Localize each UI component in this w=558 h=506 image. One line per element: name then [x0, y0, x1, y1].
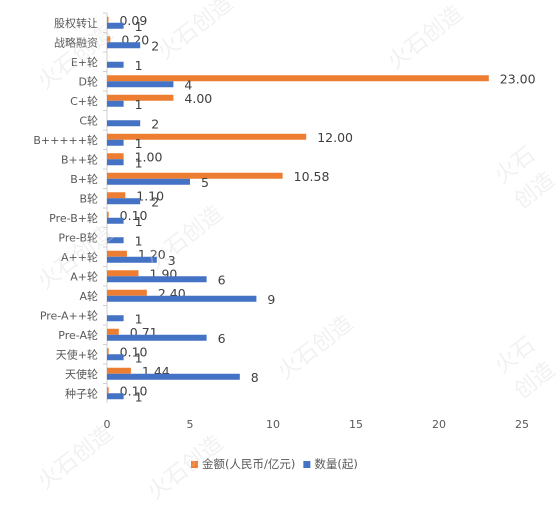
bar-count — [107, 159, 124, 166]
legend-label: 金额(人民币/亿元) — [202, 457, 295, 471]
bar-count — [107, 120, 141, 127]
data-label: 5 — [201, 175, 209, 190]
bar-amount — [107, 211, 109, 218]
bar-amount — [107, 270, 139, 277]
data-label: 0.10 — [120, 208, 148, 223]
x-tick-label: 20 — [432, 418, 446, 431]
bar-amount — [107, 36, 111, 43]
category-label: D轮 — [79, 74, 98, 88]
category-label: B+轮 — [70, 172, 98, 186]
category-label: Pre-A++轮 — [40, 308, 98, 322]
data-label: 1 — [135, 389, 143, 404]
category-label: A++轮 — [61, 250, 98, 264]
bar-count — [107, 393, 124, 400]
x-tick-label: 5 — [187, 418, 194, 431]
x-tick-label: 10 — [266, 418, 280, 431]
x-tick-label: 0 — [104, 418, 111, 431]
data-label: 23.00 — [500, 71, 536, 86]
data-label: 1 — [135, 58, 143, 73]
bar-amount — [107, 367, 131, 374]
bar-count — [107, 237, 124, 244]
bar-count — [107, 373, 240, 380]
data-label: 1 — [135, 19, 143, 34]
bar-amount — [107, 133, 307, 140]
data-label: 3 — [168, 253, 176, 268]
bar-count — [107, 61, 124, 68]
bar-amount — [107, 289, 147, 296]
data-label: 0.10 — [120, 383, 148, 398]
bar-amount — [107, 192, 126, 199]
data-label: 1 — [135, 350, 143, 365]
bar-count — [107, 81, 174, 88]
category-label: B轮 — [79, 191, 98, 205]
legend-swatch — [303, 461, 311, 468]
bar-count — [107, 256, 157, 263]
data-label: 1.10 — [136, 188, 164, 203]
bar-amount — [107, 153, 124, 160]
category-label: E+轮 — [71, 55, 98, 69]
bar-count — [107, 276, 207, 283]
bar-count — [107, 295, 257, 302]
bar-amount — [107, 75, 489, 82]
legend-swatch — [191, 461, 198, 468]
bar-amount — [107, 387, 109, 394]
bar-count — [107, 178, 190, 185]
bar-amount — [107, 250, 127, 257]
data-label: 1 — [135, 155, 143, 170]
bar-amount — [107, 328, 119, 335]
data-label: 10.58 — [294, 169, 330, 184]
bar-count — [107, 198, 141, 205]
category-label: B++轮 — [61, 152, 98, 166]
data-label: 4 — [184, 77, 192, 92]
data-label: 0.10 — [120, 344, 148, 359]
data-label: 1.00 — [135, 149, 163, 164]
bar-count — [107, 217, 124, 224]
category-label: C轮 — [79, 113, 98, 127]
data-label: 6 — [218, 272, 226, 287]
bar-count — [107, 334, 207, 341]
category-label: C+轮 — [70, 94, 98, 108]
data-label: 1 — [135, 97, 143, 112]
data-label: 4.00 — [184, 91, 212, 106]
legend-label: 数量(起) — [314, 457, 357, 471]
category-label: 天使轮 — [65, 367, 98, 381]
x-tick-label: 25 — [515, 418, 529, 431]
data-label: 1 — [135, 233, 143, 248]
bar-count — [107, 42, 141, 49]
bar-count — [107, 315, 124, 322]
data-label: 2 — [151, 116, 159, 131]
x-tick-label: 15 — [349, 418, 363, 431]
category-label: 天使+轮 — [56, 347, 98, 361]
data-label: 1 — [135, 311, 143, 326]
category-label: Pre-A轮 — [58, 328, 98, 342]
data-label: 8 — [251, 370, 259, 385]
data-label: 1 — [135, 214, 143, 229]
data-label: 1 — [135, 136, 143, 151]
data-label: 2 — [151, 38, 159, 53]
data-label: 12.00 — [317, 130, 353, 145]
data-label: 0.09 — [119, 13, 147, 28]
category-label: 股权转让 — [54, 16, 98, 30]
data-label: 9 — [267, 292, 275, 307]
bar-count — [107, 139, 124, 146]
bar-count — [107, 354, 124, 361]
bar-amount — [107, 348, 109, 355]
bar-count — [107, 100, 124, 107]
bar-count — [107, 22, 124, 29]
category-label: A轮 — [79, 289, 98, 303]
category-label: B+++++轮 — [33, 133, 98, 147]
bar-amount — [107, 94, 174, 101]
category-label: 种子轮 — [65, 386, 98, 400]
category-label: 战略融资 — [54, 35, 98, 49]
data-label: 2 — [151, 194, 159, 209]
category-label: Pre-B+轮 — [49, 211, 98, 225]
bar-amount — [107, 16, 109, 23]
category-label: A+轮 — [70, 269, 98, 283]
bar-amount — [107, 172, 283, 179]
category-label: Pre-B轮 — [58, 230, 98, 244]
data-label: 6 — [218, 331, 226, 346]
